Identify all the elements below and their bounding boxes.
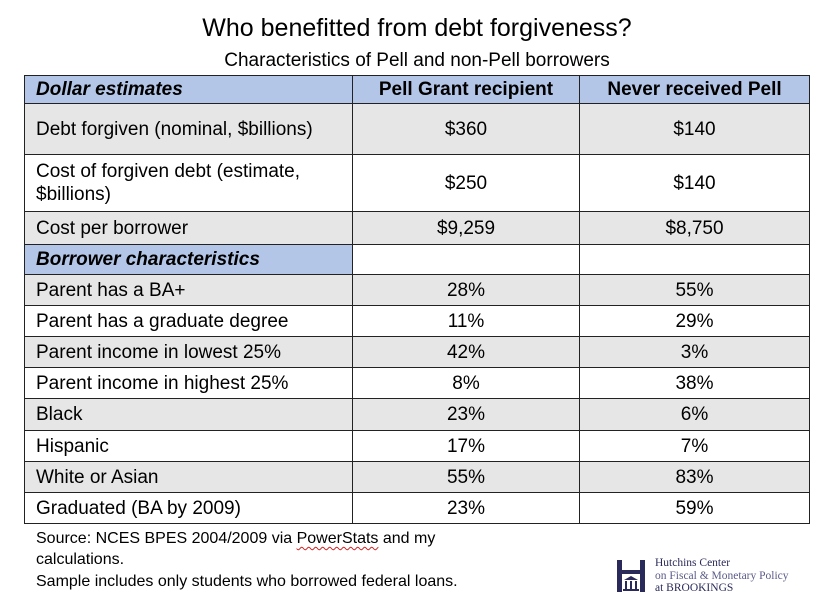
- nonpell-value: 7%: [579, 430, 810, 462]
- nonpell-value: 3%: [579, 336, 810, 368]
- table-row: Black 23% 6%: [24, 398, 810, 431]
- table-row: Parent has a graduate degree 11% 29%: [24, 305, 810, 337]
- nonpell-value: 83%: [579, 461, 810, 493]
- table-row: Hispanic 17% 7%: [24, 430, 810, 462]
- row-label: Graduated (BA by 2009): [24, 492, 353, 524]
- borrower-table: Dollar estimates Pell Grant recipient Ne…: [24, 75, 810, 524]
- row-label: Black: [24, 398, 353, 431]
- table-row: Graduated (BA by 2009) 23% 59%: [24, 492, 810, 524]
- pell-value: $9,259: [352, 211, 580, 245]
- pell-value: 23%: [352, 398, 580, 431]
- table-row: Parent has a BA+ 28% 55%: [24, 274, 810, 306]
- page-subtitle: Characteristics of Pell and non-Pell bor…: [224, 50, 610, 71]
- pell-value: $360: [352, 103, 580, 155]
- powerstats-text: PowerStats: [296, 530, 379, 547]
- row-label: White or Asian: [24, 461, 353, 493]
- row-label: Cost of forgiven debt (estimate, $billio…: [24, 154, 353, 212]
- source-prefix: Source: NCES BPES 2004/2009 via: [36, 530, 297, 547]
- nonpell-value: 55%: [579, 274, 810, 306]
- table-row: White or Asian 55% 83%: [24, 461, 810, 493]
- nonpell-value: 6%: [579, 398, 810, 431]
- pell-value: 23%: [352, 492, 580, 524]
- section-header-row: Borrower characteristics: [24, 244, 810, 275]
- logo-line-1: Hutchins Center: [655, 557, 731, 569]
- header-pell: Pell Grant recipient: [352, 75, 580, 104]
- source-note: Source: NCES BPES 2004/2009 via PowerSta…: [36, 528, 435, 549]
- nonpell-value: $140: [579, 103, 810, 155]
- nonpell-value: 29%: [579, 305, 810, 337]
- source-suffix: and my: [378, 530, 436, 547]
- logo-line-2: on Fiscal & Monetary Policy: [655, 569, 789, 582]
- table-row: Parent income in lowest 25% 42% 3%: [24, 336, 810, 368]
- logo-text: Hutchins Center on Fiscal & Monetary Pol…: [655, 557, 789, 595]
- pell-value: 55%: [352, 461, 580, 493]
- blank-cell: [352, 244, 580, 275]
- source-note-line2: calculations.: [36, 551, 125, 568]
- logo-line-3: at BROOKINGS: [655, 582, 734, 594]
- hutchins-logo-icon: [617, 560, 645, 592]
- row-label: Hispanic: [24, 430, 353, 462]
- nonpell-value: 59%: [579, 492, 810, 524]
- row-label: Parent income in lowest 25%: [24, 336, 353, 368]
- row-label: Parent income in highest 25%: [24, 367, 353, 399]
- row-label: Cost per borrower: [24, 211, 353, 245]
- table-row: Debt forgiven (nominal, $billions) $360 …: [24, 103, 810, 155]
- table-row: Cost of forgiven debt (estimate, $billio…: [24, 154, 810, 212]
- pell-value: 28%: [352, 274, 580, 306]
- page-title: Who benefitted from debt forgiveness?: [202, 14, 632, 42]
- table-row: Cost per borrower $9,259 $8,750: [24, 211, 810, 245]
- pell-value: $250: [352, 154, 580, 212]
- blank-cell: [579, 244, 810, 275]
- pell-value: 8%: [352, 367, 580, 399]
- row-label: Debt forgiven (nominal, $billions): [24, 103, 353, 155]
- row-label: Parent has a BA+: [24, 274, 353, 306]
- nonpell-value: 38%: [579, 367, 810, 399]
- nonpell-value: $140: [579, 154, 810, 212]
- table-header-row: Dollar estimates Pell Grant recipient Ne…: [24, 75, 810, 104]
- row-label: Parent has a graduate degree: [24, 305, 353, 337]
- pell-value: 11%: [352, 305, 580, 337]
- sample-note: Sample includes only students who borrow…: [36, 573, 458, 590]
- pell-value: 42%: [352, 336, 580, 368]
- hutchins-center-logo: Hutchins Center on Fiscal & Monetary Pol…: [615, 555, 825, 597]
- header-never-pell: Never received Pell: [579, 75, 810, 104]
- pell-value: 17%: [352, 430, 580, 462]
- table-row: Parent income in highest 25% 8% 38%: [24, 367, 810, 399]
- section-label: Borrower characteristics: [24, 244, 353, 275]
- header-dollar-estimates: Dollar estimates: [24, 75, 353, 104]
- nonpell-value: $8,750: [579, 211, 810, 245]
